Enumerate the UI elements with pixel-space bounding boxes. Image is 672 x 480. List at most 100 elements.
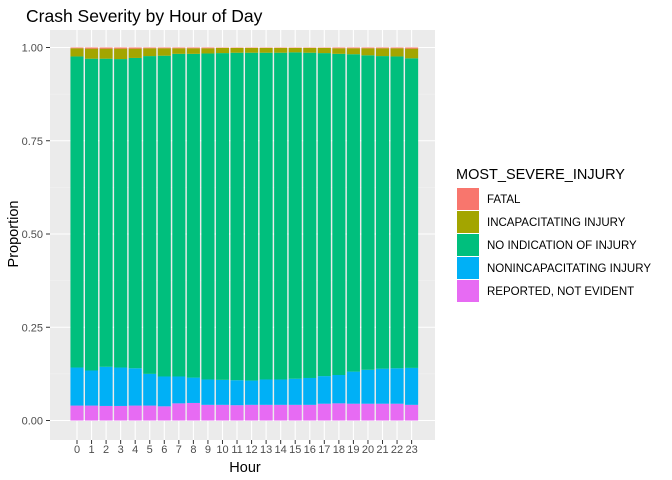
bar-segment (99, 47, 113, 49)
x-tick-label: 1 (88, 444, 94, 456)
bar-segment (375, 47, 390, 49)
y-tick-label: 1.00 (22, 43, 43, 55)
x-tick-label: 7 (176, 444, 182, 456)
legend-swatch (457, 234, 479, 256)
bar-segment (186, 47, 200, 49)
bar-segment (99, 405, 113, 421)
bar-segment (114, 48, 128, 60)
bar-segment (390, 368, 404, 404)
bar-segment (128, 57, 142, 369)
bar-segment (405, 47, 419, 49)
bar-segment (245, 52, 259, 381)
bar-segment (361, 48, 375, 56)
bar-segment (346, 54, 360, 372)
bar-segment (230, 47, 244, 53)
bar-segment (303, 404, 317, 421)
bar-segment (332, 48, 346, 54)
bars (70, 47, 419, 421)
bar-segment (390, 56, 404, 369)
bar-segment (274, 379, 288, 405)
legend-label: NO INDICATION OF INJURY (487, 240, 637, 252)
bar-segment (128, 405, 142, 421)
bar-segment (128, 48, 142, 58)
x-tick-label: 17 (318, 444, 330, 456)
legend-swatch (457, 188, 479, 210)
bar-segment (303, 47, 317, 53)
x-tick-label: 9 (205, 444, 211, 456)
bar-segment (157, 376, 171, 407)
x-tick-label: 18 (333, 444, 345, 456)
bar-segment (346, 47, 360, 49)
y-tick-label: 0.00 (22, 416, 43, 428)
x-axis: 0 1 2 3 4 5 6 7 8 9 10 11 12 13 14 15 16 17 18 19 20 21 22 23 (74, 440, 418, 456)
bar-segment (85, 370, 99, 406)
legend-swatch (457, 280, 479, 302)
bar-segment (375, 48, 390, 57)
bar-segment (143, 56, 157, 374)
x-tick-label: 4 (132, 444, 138, 456)
bar-segment (157, 55, 171, 377)
y-tick-label: 0.25 (22, 322, 43, 334)
bar-segment (172, 47, 186, 49)
x-axis-title: Hour (229, 460, 261, 476)
bar-segment (157, 47, 171, 49)
bar-segment (259, 379, 273, 405)
y-tick-label: 0.75 (22, 136, 43, 148)
bar-segment (215, 53, 230, 380)
bar-segment (143, 48, 157, 57)
bar-segment (201, 47, 215, 49)
bar-segment (288, 52, 302, 379)
bar-segment (332, 374, 346, 404)
bar-segment (99, 58, 113, 367)
bar-segment (172, 53, 186, 377)
bar-segment (332, 47, 346, 49)
x-tick-label: 23 (405, 444, 417, 456)
chart-title: Crash Severity by Hour of Day (26, 6, 263, 26)
bar-segment (332, 53, 346, 375)
bar-segment (215, 404, 230, 421)
x-tick-label: 22 (391, 444, 403, 456)
bar-segment (361, 403, 375, 421)
bar-segment (332, 403, 346, 421)
bar-segment (245, 47, 259, 53)
x-tick-label: 11 (231, 444, 242, 456)
bar-segment (390, 48, 404, 57)
bar-segment (70, 405, 84, 421)
legend-label: INCAPACITATING INJURY (487, 217, 626, 229)
bar-segment (114, 405, 128, 421)
bar-segment (172, 48, 186, 54)
bar-segment (143, 47, 157, 49)
bar-segment (230, 380, 244, 406)
x-tick-label: 10 (216, 444, 228, 456)
bar-segment (245, 380, 259, 405)
bar-segment (346, 48, 360, 55)
bar-segment (405, 58, 419, 368)
bar-segment (201, 53, 215, 380)
bar-segment (390, 47, 404, 49)
bar-segment (157, 48, 171, 56)
bar-segment (186, 48, 200, 54)
bar-segment (274, 47, 288, 53)
bar-segment (303, 52, 317, 378)
y-axis: 0.00 0.25 0.50 0.75 1.00 (22, 43, 50, 428)
bar-segment (85, 47, 99, 49)
bar-segment (405, 48, 419, 59)
bar-segment (172, 403, 186, 421)
x-tick-label: 2 (103, 444, 109, 456)
x-tick-label: 16 (304, 444, 316, 456)
y-tick-label: 0.50 (22, 229, 43, 241)
legend-label: REPORTED, NOT EVIDENT (487, 286, 634, 298)
legend-label: FATAL (487, 194, 521, 206)
bar-segment (186, 53, 200, 378)
bar-segment (143, 405, 157, 421)
x-tick-label: 14 (275, 444, 287, 456)
bar-segment (85, 405, 99, 421)
bar-segment (361, 47, 375, 49)
x-tick-label: 12 (245, 444, 257, 456)
bar-segment (274, 404, 288, 421)
bar-segment (259, 404, 273, 421)
bar-segment (317, 47, 331, 54)
bar-segment (99, 48, 113, 59)
bar-segment (303, 377, 317, 405)
